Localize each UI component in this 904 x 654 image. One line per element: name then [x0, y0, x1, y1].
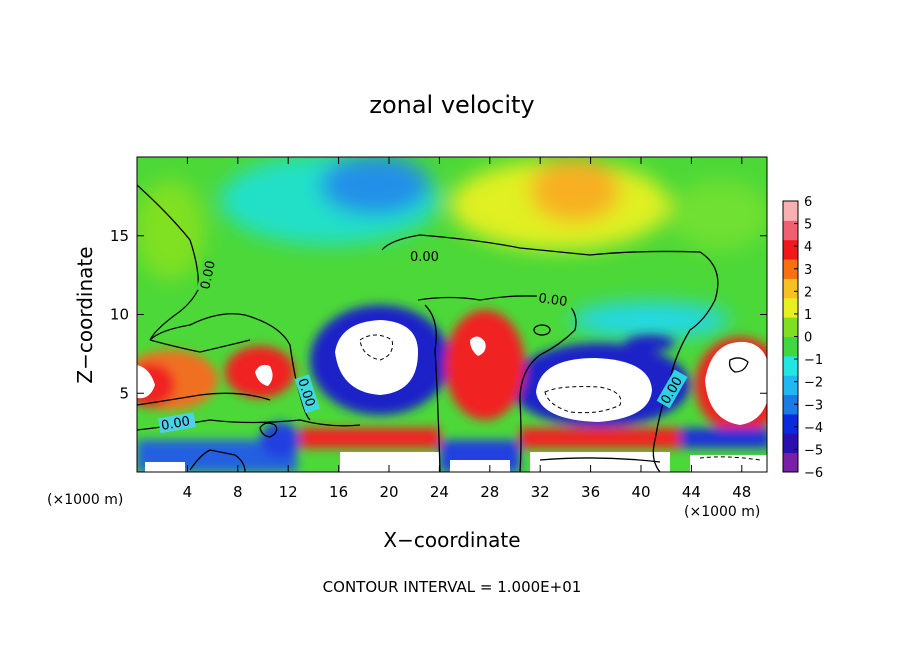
x-unit-left: (×1000 m) — [47, 492, 123, 508]
colorbar-tick-label: 0 — [804, 331, 812, 346]
contour-label: 0.00 — [198, 259, 219, 290]
y-axis-ticks: 5 10 15 — [110, 227, 767, 402]
y-axis-label: Z−coordinate — [73, 246, 97, 383]
colorbar-tick-label: −1 — [804, 353, 823, 368]
contour-label: 0.00 — [410, 250, 439, 265]
x-tick-label: 48 — [732, 483, 751, 501]
colorbar-tick-label: −3 — [804, 398, 823, 413]
colorbar-swatch — [783, 452, 798, 473]
colorbar-swatch — [783, 336, 798, 357]
x-tick-label: 44 — [682, 483, 701, 501]
x-tick-label: 8 — [233, 483, 243, 501]
negative-contours — [359, 334, 761, 461]
colorbar-swatch — [783, 239, 798, 260]
colorbar-tick-label: 5 — [804, 218, 812, 233]
y-tick-label: 5 — [119, 384, 129, 402]
colorbar-swatch — [783, 433, 798, 454]
colorbar-swatch — [783, 413, 798, 434]
plot-area — [137, 157, 767, 472]
x-tick-label: 16 — [329, 483, 348, 501]
x-axis-label: X−coordinate — [383, 528, 520, 552]
x-tick-label: 32 — [531, 483, 550, 501]
x-unit-right: (×1000 m) — [684, 504, 760, 520]
x-tick-label: 4 — [183, 483, 193, 501]
contour-interval-footer: CONTOUR INTERVAL = 1.000E+01 — [323, 578, 582, 596]
contour-label: 0.00 — [160, 414, 191, 434]
saturated-regions — [137, 320, 767, 472]
colorbar-tick-label: 6 — [804, 195, 812, 210]
y-tick-label: 15 — [110, 227, 129, 245]
colorbar-tick-label: −4 — [804, 421, 823, 436]
colorbar-swatch — [783, 297, 798, 318]
colorbar-swatch — [783, 278, 798, 299]
colorbar-swatch — [783, 201, 798, 221]
colorbar-tick-label: 3 — [804, 263, 812, 278]
x-tick-label: 20 — [379, 483, 398, 501]
x-tick-label: 28 — [480, 483, 499, 501]
contour-label: 0.00 — [537, 291, 568, 310]
x-tick-label: 36 — [581, 483, 600, 501]
colorbar-swatch — [783, 259, 798, 279]
colorbar-tick-label: 1 — [804, 308, 812, 323]
colorbar-swatch — [783, 375, 798, 396]
colorbar-tick-label: −6 — [804, 466, 823, 481]
colorbar-tick-label: 4 — [804, 240, 812, 255]
x-axis-ticks: 4 8 12 16 20 24 28 32 36 40 44 48 — [183, 157, 751, 501]
x-tick-label: 24 — [430, 483, 449, 501]
colorbar-tick-label: −5 — [804, 443, 823, 458]
colorbar-swatch — [783, 317, 798, 337]
colorbar-swatch — [783, 220, 798, 241]
y-tick-label: 10 — [110, 306, 129, 324]
x-tick-label: 12 — [279, 483, 298, 501]
colorbar-swatch — [783, 394, 798, 415]
colorbar: 6 5 4 3 2 1 0 −1 −2 −3 −4 −5 −6 — [782, 195, 823, 481]
x-tick-label: 40 — [631, 483, 650, 501]
chart-title: zonal velocity — [369, 91, 534, 119]
colorbar-tick-label: −2 — [804, 376, 823, 391]
colorbar-tick-label: 2 — [804, 285, 812, 300]
colorbar-swatch — [783, 355, 798, 376]
